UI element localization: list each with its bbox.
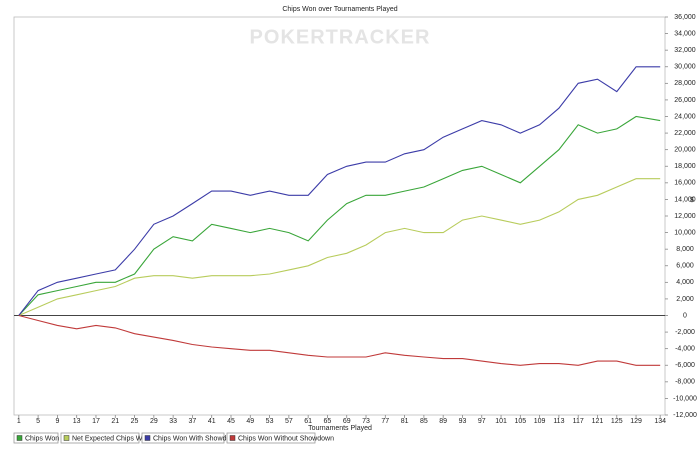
- x-tick-label: 85: [420, 418, 428, 425]
- y-tick-label: 18,000: [674, 163, 696, 170]
- legend-swatch: [229, 435, 236, 441]
- y-tick-label: 0: [683, 312, 687, 319]
- legend-label: Chips Won With Showdown: [153, 435, 239, 442]
- y-axis-label: $: [690, 197, 694, 204]
- x-tick-label: 89: [439, 418, 447, 425]
- x-tick-label: 21: [111, 418, 119, 425]
- series-line: [18, 115, 661, 316]
- x-tick-label: 65: [324, 418, 332, 425]
- x-tick-label: 77: [381, 418, 389, 425]
- legend-box: [13, 432, 59, 444]
- y-tick-label: 20,000: [674, 147, 696, 154]
- y-tick-label: 22,000: [674, 130, 696, 137]
- y-tick-label: 34,000: [674, 30, 696, 37]
- y-tick-label: 24,000: [674, 113, 696, 120]
- y-tick-label: 4,000: [676, 279, 694, 286]
- legend-swatch: [16, 435, 23, 441]
- y-tick-label: 32,000: [674, 47, 696, 54]
- y-tick-label: 36,000: [674, 14, 696, 21]
- x-tick-label: 69: [343, 418, 351, 425]
- x-tick-label: 33: [169, 418, 177, 425]
- x-tick-label: 134: [654, 418, 666, 425]
- legend-label: Chips Won Without Showdown: [238, 435, 334, 442]
- x-tick-label: 113: [553, 418, 564, 425]
- y-tick-label: 14,000: [674, 196, 696, 203]
- x-tick-label: 129: [630, 418, 642, 425]
- x-tick-label: 97: [478, 418, 486, 425]
- y-tick-label: 28,000: [674, 80, 696, 87]
- y-tick-label: -8,000: [675, 379, 695, 386]
- x-tick-label: 1: [17, 418, 21, 425]
- x-tick-label: 105: [514, 418, 526, 425]
- y-tick-label: 2,000: [676, 296, 694, 303]
- y-tick-label: -12,000: [673, 412, 697, 419]
- legend-swatch: [144, 435, 151, 441]
- y-tick-label: 30,000: [674, 64, 696, 71]
- x-tick-label: 5: [36, 418, 40, 425]
- x-tick-label: 125: [611, 418, 623, 425]
- x-axis-label: Tournaments Played: [308, 425, 372, 432]
- x-tick-label: 41: [208, 418, 216, 425]
- x-tick-label: 37: [189, 418, 197, 425]
- y-tick-label: 12,000: [674, 213, 696, 220]
- x-tick-label: 61: [304, 418, 312, 425]
- y-tick-label: 26,000: [674, 97, 696, 104]
- x-tick-label: 25: [131, 418, 139, 425]
- x-tick-label: 93: [459, 418, 467, 425]
- x-tick-label: 57: [285, 418, 293, 425]
- x-tick-label: 9: [55, 418, 59, 425]
- x-tick-label: 81: [401, 418, 409, 425]
- x-tick-label: 13: [73, 418, 81, 425]
- series-line: [18, 66, 661, 316]
- x-tick-label: 49: [246, 418, 254, 425]
- legend-swatch: [63, 435, 70, 441]
- y-tick-label: -6,000: [675, 362, 695, 369]
- x-tick-label: 29: [150, 418, 158, 425]
- watermark: POKERTRACKER: [250, 26, 431, 48]
- x-tick-label: 121: [592, 418, 604, 425]
- legend-box: [141, 432, 225, 444]
- y-tick-label: -4,000: [675, 346, 695, 353]
- y-tick-label: -10,000: [673, 395, 697, 402]
- legend-box: [226, 432, 316, 444]
- series-line: [18, 178, 661, 317]
- x-tick-label: 73: [362, 418, 370, 425]
- legend-label: Chips Won: [25, 435, 59, 442]
- y-tick-label: 16,000: [674, 180, 696, 187]
- chart-title: Chips Won over Tournaments Played: [282, 6, 397, 13]
- legend-label: Net Expected Chips Won: [72, 435, 150, 442]
- x-tick-label: 109: [534, 418, 546, 425]
- y-tick-label: -2,000: [675, 329, 695, 336]
- y-tick-label: 8,000: [676, 246, 694, 253]
- x-tick-label: 53: [266, 418, 274, 425]
- y-tick-label: 6,000: [676, 263, 694, 270]
- x-tick-label: 45: [227, 418, 235, 425]
- x-tick-label: 117: [573, 418, 584, 425]
- series-line: [18, 314, 661, 366]
- x-tick-label: 101: [495, 418, 507, 425]
- x-tick-label: 17: [92, 418, 100, 425]
- y-tick-label: 10,000: [674, 229, 696, 236]
- legend-box: [60, 432, 140, 444]
